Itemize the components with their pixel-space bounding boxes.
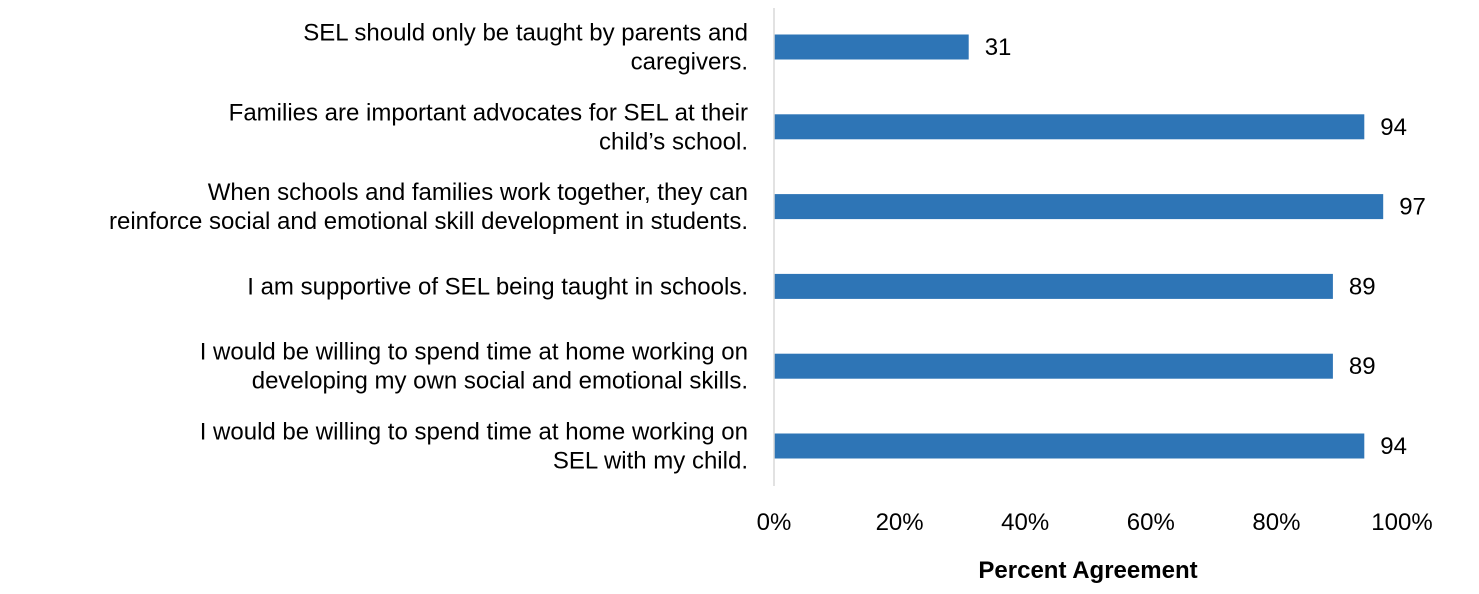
- category-label: SEL should only be taught by parents and…: [303, 20, 748, 76]
- bar: [774, 433, 1365, 459]
- category-label-line: I am supportive of SEL being taught in s…: [247, 273, 748, 300]
- value-label: 94: [1380, 114, 1407, 141]
- value-label: 97: [1399, 194, 1426, 221]
- category-label-line: child’s school.: [599, 128, 748, 155]
- x-tick-label: 60%: [1127, 509, 1175, 536]
- category-label-line: developing my own social and emotional s…: [252, 368, 748, 395]
- bars-group: [774, 34, 1384, 459]
- category-label-line: caregivers.: [631, 49, 748, 76]
- value-label: 89: [1349, 353, 1376, 380]
- bar: [774, 114, 1365, 140]
- category-label-line: Families are important advocates for SEL…: [229, 99, 748, 126]
- category-label: I am supportive of SEL being taught in s…: [247, 273, 748, 300]
- category-labels-group: SEL should only be taught by parents and…: [109, 20, 748, 475]
- category-label-line: I would be willing to spend time at home…: [200, 419, 748, 446]
- bar: [774, 353, 1333, 379]
- category-label: Families are important advocates for SEL…: [229, 99, 748, 155]
- bar: [774, 273, 1333, 299]
- category-label: I would be willing to spend time at home…: [200, 339, 748, 395]
- x-tick-label: 40%: [1001, 509, 1049, 536]
- axis-group: 0% 20% 40% 60% 80% 100% Percent Agreement: [757, 8, 1433, 584]
- category-label-line: SEL with my child.: [553, 448, 748, 475]
- x-tick-label: 20%: [876, 509, 924, 536]
- category-label-line: I would be willing to spend time at home…: [200, 339, 748, 366]
- x-tick-label: 80%: [1252, 509, 1300, 536]
- value-label: 31: [985, 34, 1012, 61]
- bar: [774, 34, 969, 60]
- x-axis-title: Percent Agreement: [978, 557, 1197, 584]
- category-label-line: When schools and families work together,…: [208, 179, 748, 206]
- category-label-line: reinforce social and emotional skill dev…: [109, 208, 748, 235]
- value-label: 89: [1349, 273, 1376, 300]
- category-label: I would be willing to spend time at home…: [200, 419, 748, 475]
- x-tick-label: 0%: [757, 509, 792, 536]
- bar: [774, 194, 1384, 220]
- x-tick-label: 100%: [1371, 509, 1432, 536]
- category-label-line: SEL should only be taught by parents and: [303, 20, 748, 47]
- value-labels-group: 31 94 97 89 89 94: [985, 34, 1426, 460]
- value-label: 94: [1380, 433, 1407, 460]
- category-label: When schools and families work together,…: [109, 179, 748, 235]
